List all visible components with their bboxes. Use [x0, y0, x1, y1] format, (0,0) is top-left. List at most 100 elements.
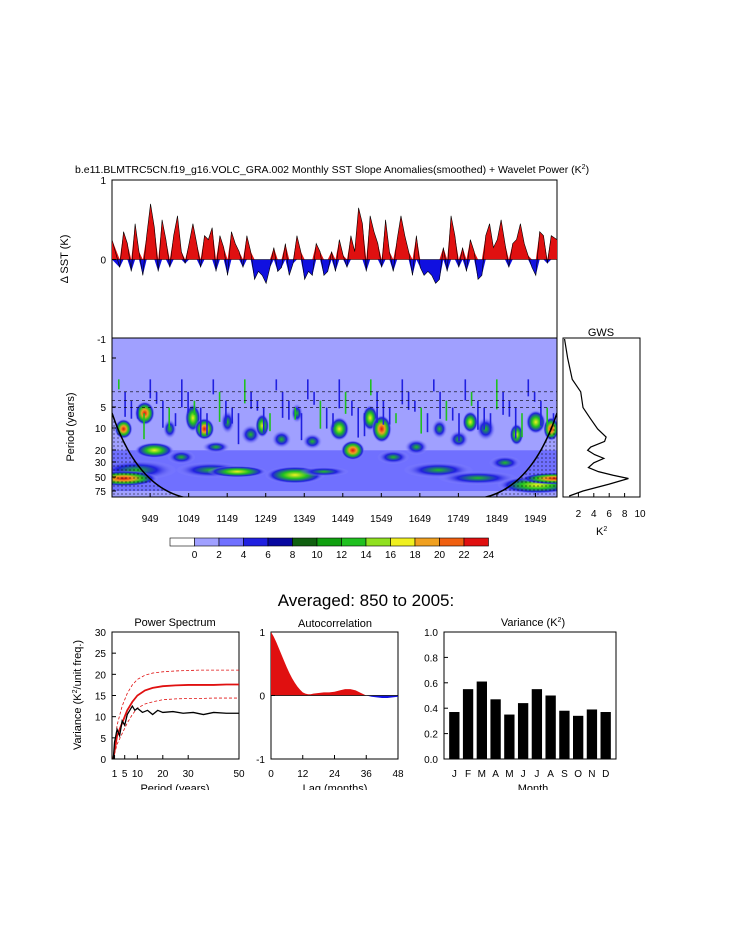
wavelet-plume	[256, 400, 259, 411]
colorbar-label: 0	[192, 550, 198, 561]
colorbar-label: 14	[360, 550, 372, 561]
month-label: M	[505, 769, 513, 780]
wavelet-power-blob	[134, 442, 175, 459]
wavelet-power-blob	[488, 455, 521, 470]
wavelet-plume	[187, 391, 189, 413]
wavelet-plume	[269, 413, 271, 432]
colorbar-label: 24	[483, 550, 495, 561]
wavelet-plume	[231, 407, 233, 424]
wavelet-power-blob	[220, 410, 235, 435]
wavelet-plume	[193, 400, 196, 415]
negative-anomaly-area	[112, 259, 557, 284]
y-tick-label: 30	[95, 628, 107, 639]
wavelet-plume	[382, 400, 385, 425]
wavelet-plume	[420, 407, 422, 434]
y-tick-label: 30	[95, 458, 107, 469]
wavelet-plume	[445, 400, 448, 421]
wavelet-ylabel: Period (years)	[65, 392, 77, 461]
wavelet-plume	[508, 400, 511, 417]
wavelet-plume	[325, 407, 328, 429]
x-tick-label: 1849	[486, 514, 509, 525]
colorbar-swatch	[365, 537, 391, 547]
variance-bar	[462, 689, 474, 759]
variance-bar	[517, 703, 529, 759]
wavelet-plume	[237, 413, 240, 445]
wavelet-power-blob	[202, 441, 231, 454]
wavelet-plume	[181, 379, 183, 408]
y-tick-label: 0	[100, 256, 106, 267]
power-spectrum-title: Power Spectrum	[134, 617, 215, 629]
y-tick-label: 5	[100, 403, 106, 414]
x-tick-label: 1749	[447, 514, 470, 525]
wavelet-plume	[124, 391, 126, 417]
wavelet-power-blob	[329, 416, 350, 441]
wavelet-power-blob	[255, 413, 270, 438]
wavelet-plume	[395, 413, 397, 424]
month-label: J	[521, 769, 526, 780]
wavelet-plume	[552, 413, 555, 425]
colorbar-label: 6	[265, 550, 271, 561]
colorbar-label: 2	[216, 550, 222, 561]
autocorrelation-title: Autocorrelation	[298, 618, 372, 630]
wavelet-plume	[451, 407, 454, 421]
month-label: A	[492, 769, 499, 780]
x-tick-label: 6	[606, 509, 612, 520]
wavelet-plume	[370, 379, 372, 396]
variance-bar	[531, 689, 543, 759]
y-tick-label: 20	[95, 446, 107, 457]
wavelet-plume	[294, 407, 296, 420]
wavelet-plume	[439, 391, 441, 419]
y-tick-label: 0	[100, 755, 106, 766]
x-tick-label: 36	[361, 769, 373, 780]
wavelet-plume	[477, 400, 479, 430]
colorbar-swatch	[414, 537, 440, 547]
wavelet-plume	[527, 379, 530, 397]
wavelet-plume	[155, 391, 158, 404]
wavelet-plume	[414, 400, 416, 412]
variance-bar	[490, 699, 501, 759]
wavelet-plume	[307, 379, 309, 400]
gws-title: GWS	[588, 327, 614, 339]
observed-spectrum-line	[112, 704, 239, 760]
y-tick-label: -1	[97, 335, 106, 346]
wavelet-plume	[313, 391, 315, 405]
x-tick-label: 30	[183, 769, 195, 780]
wavelet-plume	[130, 400, 133, 419]
x-tick-label: 50	[233, 769, 245, 780]
colorbar-swatch	[463, 537, 489, 547]
variance-bar	[573, 715, 584, 759]
month-label: S	[561, 769, 568, 780]
colorbar-label: 12	[336, 550, 348, 561]
wavelet-plume	[212, 379, 215, 395]
wavelet-plume	[143, 413, 145, 440]
x-tick-label: 10	[132, 769, 144, 780]
wavelet-power-blob	[194, 417, 215, 440]
wavelet-plume	[168, 407, 170, 428]
colorbar-swatch	[169, 537, 195, 547]
x-tick-label: 5	[122, 769, 128, 780]
wavelet-plume	[388, 407, 391, 425]
wavelet-plume	[470, 391, 473, 406]
wavelet-power-blob	[377, 450, 410, 465]
variance-bar	[449, 712, 460, 759]
wavelet-power-blob	[525, 410, 546, 435]
wavelet-plume	[546, 407, 548, 426]
cone-of-influence-right	[482, 412, 557, 497]
wavelet-plume	[351, 400, 353, 416]
colorbar-swatch	[194, 537, 220, 547]
y-tick-label: 10	[95, 424, 107, 435]
wavelet-plume	[433, 379, 435, 392]
x-tick-label: 2	[576, 509, 582, 520]
x-tick-label: 949	[142, 514, 159, 525]
colorbar-swatch	[341, 537, 367, 547]
wavelet-plume	[288, 400, 290, 420]
colorbar-swatch	[218, 537, 244, 547]
wavelet-power-blob	[298, 466, 349, 477]
wavelet-plume	[162, 400, 164, 428]
wavelet-power-blob	[207, 465, 268, 478]
crop-mask	[60, 790, 660, 830]
wavelet-plume	[464, 379, 467, 401]
wavelet-plume	[496, 379, 498, 410]
wavelet-plume	[199, 407, 202, 437]
variance-bar	[586, 709, 598, 759]
